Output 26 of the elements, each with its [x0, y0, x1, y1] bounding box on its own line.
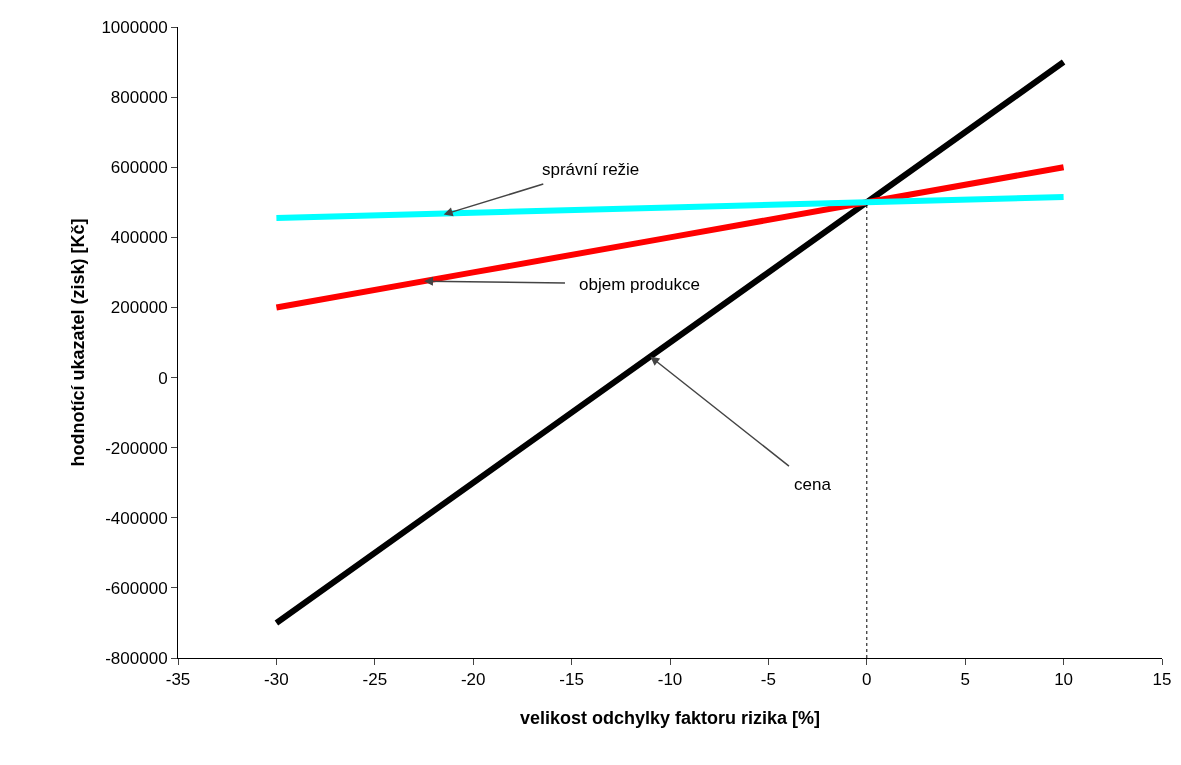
y-tick-label: 0 — [158, 368, 168, 388]
y-tick-label: 200000 — [110, 298, 168, 318]
y-tick-label: 1000000 — [101, 17, 168, 37]
x-tick-label: -30 — [264, 670, 289, 690]
x-axis-title: velikost odchylky faktoru rizika [%] — [519, 707, 821, 728]
y-tick-label: -200000 — [105, 438, 168, 458]
x-tick-label: -20 — [460, 670, 486, 690]
annotation: správní režie — [542, 160, 640, 179]
y-tick-label: -800000 — [105, 648, 168, 668]
annotation: objem produkce — [579, 275, 700, 294]
x-tick-label: -15 — [559, 670, 584, 690]
annotation: cena — [794, 475, 832, 494]
x-tick-label: 15 — [1152, 670, 1172, 690]
y-tick-label: 400000 — [110, 228, 168, 248]
x-tick-label: 10 — [1054, 670, 1074, 690]
y-tick-label: -600000 — [105, 578, 168, 598]
x-tick-label: -25 — [362, 670, 388, 690]
y-tick-label: -400000 — [105, 508, 168, 528]
y-tick-label: 800000 — [110, 88, 168, 108]
y-tick-label: 600000 — [110, 158, 168, 178]
x-tick-label: -35 — [165, 670, 191, 690]
x-tick-label: 0 — [862, 670, 872, 690]
x-tick-label: -5 — [760, 670, 776, 690]
x-tick-label: 5 — [960, 670, 970, 690]
x-tick-label: -10 — [657, 670, 683, 690]
y-axis-title: hodnotící ukazatel (zisk) [Kč] — [67, 218, 88, 467]
